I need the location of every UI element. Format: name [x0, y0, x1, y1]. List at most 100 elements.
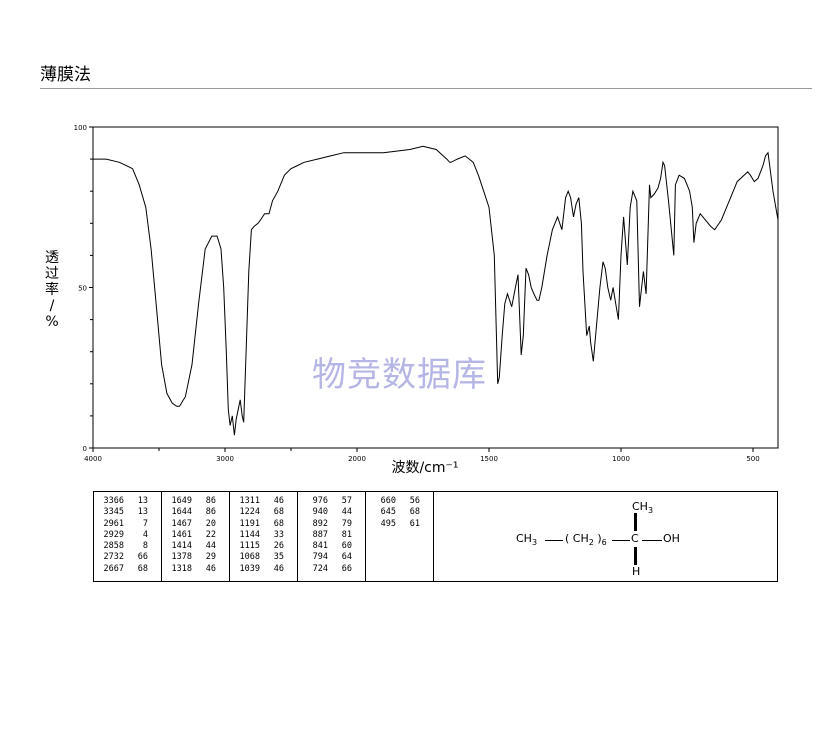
peak-row: 1644 86: [162, 507, 229, 518]
peak-transmittance: 64: [341, 552, 352, 563]
header-divider: [40, 88, 812, 89]
peak-transmittance: 44: [205, 541, 216, 552]
peak-row: 1467 20: [162, 519, 229, 530]
peak-row: 1144 33: [230, 530, 297, 541]
peak-transmittance: 4: [142, 529, 148, 540]
peak-row: 794 64: [298, 552, 365, 563]
peak-wavenumber: 1378: [171, 552, 192, 563]
peak-table-column: 1649 86 1644 86 1467 20 1461 22 1414 44 1378 29 1318…: [162, 492, 230, 581]
methyl-top: CH3: [632, 500, 654, 515]
peak-wavenumber: 1649: [171, 496, 192, 506]
x-tick-label: 3000: [216, 455, 234, 463]
peak-row: 645 68: [366, 507, 433, 518]
axes: 4000 3000 2000 1500 1000 500 0 50 100: [74, 124, 760, 463]
peak-transmittance: 46: [273, 496, 284, 506]
hydrogen: H: [632, 565, 641, 578]
peak-wavenumber: 2667: [103, 563, 124, 574]
methylene-chain: ( CH2 )6: [565, 532, 607, 547]
peak-row: 1224 68: [230, 507, 297, 518]
peak-table-column: 1311 46 1224 68 1191 68 1144 33 1115 26 1068 35 1039…: [230, 492, 298, 581]
peak-transmittance: 7: [142, 518, 148, 529]
peak-wavenumber: 1311: [239, 496, 260, 506]
peak-row: 724 66: [298, 564, 365, 575]
x-tick-label: 4000: [84, 455, 102, 463]
x-tick-label: 1500: [480, 455, 498, 463]
chiral-carbon: C: [631, 532, 639, 545]
y-tick-label: 50: [78, 285, 87, 293]
peak-wavenumber: 794: [312, 552, 328, 563]
peak-transmittance: 68: [273, 518, 284, 529]
peak-row: 1649 86: [162, 496, 229, 507]
peak-wavenumber: 3345: [103, 507, 124, 518]
peak-transmittance: 79: [341, 518, 352, 529]
peak-wavenumber: 976: [312, 496, 328, 506]
peak-wavenumber: 2858: [103, 541, 124, 552]
peak-wavenumber: 1068: [239, 552, 260, 563]
peak-transmittance: 86: [205, 507, 216, 518]
peak-transmittance: 44: [341, 507, 352, 518]
peak-transmittance: 61: [409, 518, 420, 529]
wedge-bond-up: [634, 513, 637, 531]
peak-wavenumber: 724: [312, 563, 328, 574]
peak-transmittance: 56: [409, 496, 420, 506]
peak-row: 841 60: [298, 541, 365, 552]
peak-row: 1039 46: [230, 564, 297, 575]
x-tick-label: 2000: [348, 455, 366, 463]
peak-transmittance: 26: [273, 541, 284, 552]
peak-wavenumber: 495: [380, 518, 396, 529]
spectrum-line: [93, 145, 779, 436]
bond-line: [545, 540, 563, 541]
peak-table-column: 3366 13 3345 13 2961 7 2929 4 2858 8 2732 66 2667 68: [94, 492, 162, 581]
page-title: 薄膜法: [40, 65, 91, 85]
watermark: 物竞数据库: [312, 355, 487, 395]
peak-row: 3366 13: [94, 496, 161, 507]
peak-row: 940 44: [298, 507, 365, 518]
peak-table-column: 976 57 940 44 892 79 887 81 841 60 794 64 724 66: [298, 492, 366, 581]
peak-transmittance: 66: [137, 552, 148, 563]
peak-transmittance: 57: [341, 496, 352, 506]
peak-wavenumber: 892: [312, 518, 328, 529]
peak-wavenumber: 841: [312, 541, 328, 552]
peak-wavenumber: 2929: [103, 529, 124, 540]
peak-row: 1068 35: [230, 552, 297, 563]
peak-row: 2929 4: [94, 530, 161, 541]
peak-transmittance: 22: [205, 529, 216, 540]
peak-transmittance: 68: [409, 507, 420, 518]
peak-row: 2961 7: [94, 519, 161, 530]
peak-transmittance: 20: [205, 518, 216, 529]
peak-row: 887 81: [298, 530, 365, 541]
peak-transmittance: 35: [273, 552, 284, 563]
structure-formula: CH3 ( CH2 )6 C OH CH3 H: [437, 491, 778, 582]
peak-wavenumber: 1644: [171, 507, 192, 518]
ir-spectrum-chart: 4000 3000 2000 1500 1000 500 0 50 100 波数/cm⁻¹ 透过…: [45, 124, 779, 476]
peak-transmittance: 33: [273, 529, 284, 540]
peak-transmittance: 13: [137, 496, 148, 506]
peak-table: 3366 13 3345 13 2961 7 2929 4 2858 8 2732 66 2667 68 1…: [93, 491, 778, 582]
peak-row: 660 56: [366, 496, 433, 507]
peak-wavenumber: 1224: [239, 507, 260, 518]
peak-transmittance: 46: [273, 563, 284, 574]
peak-row: 1378 29: [162, 552, 229, 563]
peak-wavenumber: 660: [380, 496, 396, 506]
x-tick-label: 500: [746, 455, 759, 463]
peak-row: 2667 68: [94, 564, 161, 575]
peak-wavenumber: 1414: [171, 541, 192, 552]
peak-transmittance: 46: [205, 563, 216, 574]
peak-row: 1191 68: [230, 519, 297, 530]
peak-row: 3345 13: [94, 507, 161, 518]
peak-transmittance: 68: [137, 563, 148, 574]
peak-row: 892 79: [298, 519, 365, 530]
peak-transmittance: 66: [341, 563, 352, 574]
peak-row: 1318 46: [162, 564, 229, 575]
peak-wavenumber: 3366: [103, 496, 124, 506]
wedge-bond-down: [634, 547, 637, 565]
peak-wavenumber: 1318: [171, 563, 192, 574]
peak-transmittance: 86: [205, 496, 216, 506]
peak-row: 1115 26: [230, 541, 297, 552]
peak-wavenumber: 1191: [239, 518, 260, 529]
peak-wavenumber: 940: [312, 507, 328, 518]
methyl-left: CH3: [516, 532, 538, 547]
peak-transmittance: 29: [205, 552, 216, 563]
y-tick-label: 0: [83, 445, 87, 453]
x-tick-label: 1000: [612, 455, 630, 463]
